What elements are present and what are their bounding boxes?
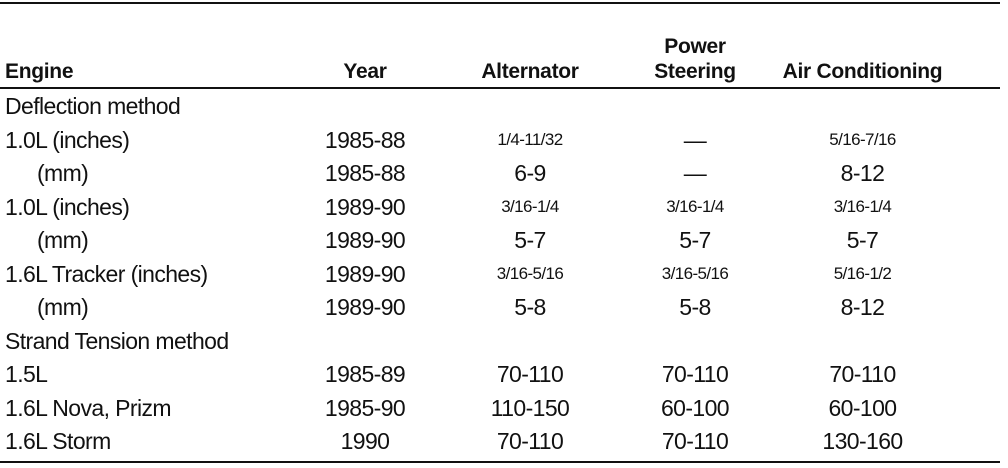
cell-value: 60-100: [828, 394, 897, 421]
row-label: 1.5L: [5, 361, 48, 387]
cell-value: 3/16-5/16: [496, 263, 564, 283]
cell-value: 1985-88: [324, 160, 406, 186]
cell-value: 1985-90: [324, 394, 406, 421]
row-label: 1.0L (inches): [5, 126, 130, 153]
row-label: (mm): [37, 227, 89, 253]
cell-value: 3/16-1/4: [833, 196, 892, 216]
row-label: 1.6L Storm: [5, 428, 111, 454]
column-header: Year: [343, 60, 387, 83]
cell-value: —: [683, 126, 707, 153]
row-label: (mm): [37, 294, 89, 320]
column-header: Alternator: [481, 60, 579, 83]
cell-value: 5-7: [846, 227, 879, 253]
cell-value: 70-110: [829, 361, 896, 387]
cell-value: 1989-90: [324, 260, 406, 287]
cell-value: —: [683, 160, 707, 186]
row-label: 1.6L Nova, Prizm: [5, 394, 172, 421]
cell-value: 1985-88: [324, 126, 406, 153]
cell-value: 5-7: [679, 227, 711, 253]
section-title: Deflection method: [5, 93, 181, 119]
cell-value: 8-12: [840, 160, 885, 186]
row-label: 1.6L Tracker (inches): [5, 260, 208, 287]
table-body: Deflection method 1.0L (inches) 1985-88 1/4…: [0, 89, 1000, 459]
cell-value: 8-12: [840, 294, 885, 320]
cell-value: 5-7: [514, 227, 546, 253]
cell-value: 110-150: [490, 394, 570, 421]
header-rule: [0, 87, 1000, 89]
row-label: 1.0L (inches): [5, 193, 130, 220]
cell-value: 70-110: [496, 361, 564, 387]
column-header: Power Steering: [654, 35, 736, 83]
table-header: Engine Year Alternator Power Steering Air Co…: [0, 0, 1000, 84]
cell-value: 3/16-1/4: [501, 196, 559, 216]
cell-value: 60-100: [660, 394, 730, 421]
cell-value: 5-8: [679, 294, 711, 320]
row-label: (mm): [37, 160, 89, 186]
column-header: Engine: [5, 60, 74, 83]
cell-value: 3/16-5/16: [661, 263, 729, 283]
column-header: Air Conditioning: [782, 60, 943, 83]
cell-value: 1990: [340, 428, 390, 454]
cell-value: 5/16-7/16: [829, 129, 896, 149]
cell-value: 5-8: [514, 294, 546, 320]
top-rule: [0, 2, 1000, 4]
cell-value: 5/16-1/2: [833, 263, 892, 283]
cell-value: 1989-90: [324, 193, 406, 220]
cell-value: 1989-90: [324, 227, 406, 253]
cell-value: 1985-89: [324, 361, 406, 387]
cell-value: 1989-90: [324, 294, 406, 320]
cell-value: 130-160: [822, 428, 903, 454]
cell-value: 6-9: [514, 160, 546, 186]
cell-value: 70-110: [496, 428, 564, 454]
section-title: Strand Tension method: [5, 327, 229, 354]
cell-value: 1/4-11/32: [497, 129, 563, 149]
cell-value: 3/16-1/4: [666, 196, 724, 216]
bottom-rule: [0, 461, 1000, 463]
cell-value: 70-110: [661, 428, 729, 454]
cell-value: 70-110: [661, 361, 729, 387]
